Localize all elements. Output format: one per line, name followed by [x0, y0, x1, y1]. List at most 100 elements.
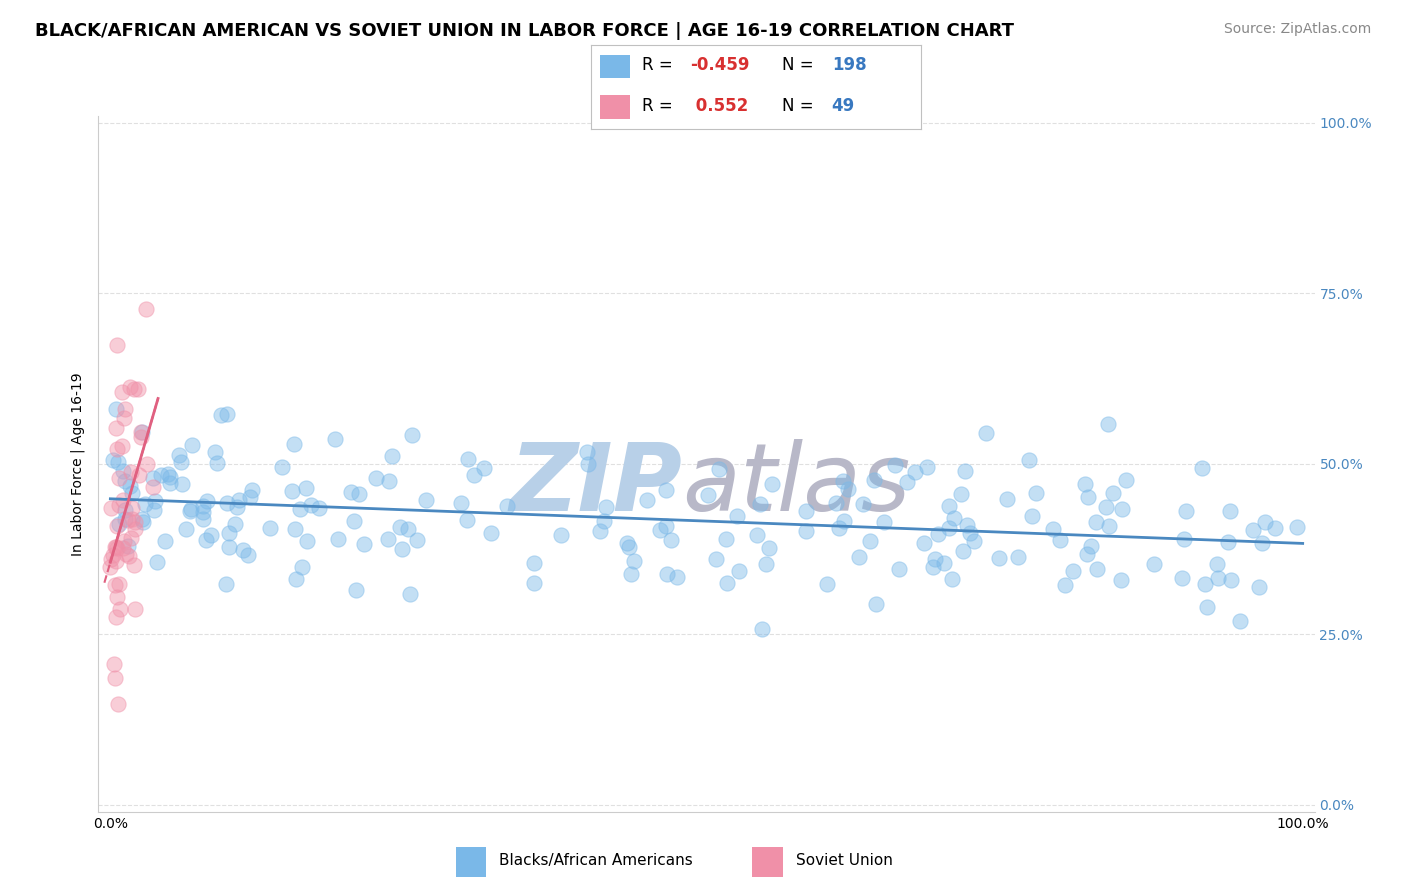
- Point: [620, 566, 643, 581]
- Point: [887, 562, 910, 576]
- Point: [105, 421, 128, 435]
- Point: [142, 471, 165, 485]
- Point: [956, 517, 979, 532]
- Point: [104, 609, 127, 624]
- Point: [378, 474, 401, 488]
- Point: [284, 522, 307, 536]
- Point: [191, 499, 214, 513]
- Point: [120, 531, 142, 545]
- Point: [593, 514, 616, 528]
- Point: [226, 500, 249, 515]
- Point: [523, 575, 546, 590]
- Point: [463, 468, 485, 483]
- Point: [623, 554, 645, 568]
- Point: [1206, 571, 1229, 585]
- Point: [655, 519, 678, 533]
- Point: [1264, 521, 1286, 535]
- Point: [655, 566, 678, 581]
- Point: [576, 457, 599, 471]
- Text: N =: N =: [782, 56, 814, 74]
- Point: [655, 483, 678, 497]
- Point: [195, 494, 218, 508]
- Point: [142, 503, 165, 517]
- Point: [1018, 453, 1040, 467]
- Point: [401, 428, 423, 442]
- Point: [150, 468, 173, 483]
- Point: [194, 533, 217, 547]
- Point: [326, 532, 349, 546]
- Point: [456, 512, 478, 526]
- Point: [1080, 539, 1102, 553]
- Text: Source: ZipAtlas.com: Source: ZipAtlas.com: [1223, 22, 1371, 37]
- Point: [1251, 535, 1274, 549]
- Point: [124, 382, 146, 396]
- Point: [124, 602, 146, 616]
- Point: [104, 541, 127, 555]
- Point: [108, 471, 131, 485]
- Point: [904, 465, 927, 479]
- Point: [1021, 508, 1043, 523]
- Point: [259, 521, 281, 535]
- Point: [120, 465, 142, 479]
- Point: [959, 525, 981, 540]
- Text: N =: N =: [782, 96, 814, 114]
- Point: [1115, 473, 1137, 487]
- Point: [616, 536, 638, 550]
- Point: [589, 524, 612, 538]
- Point: [114, 474, 136, 488]
- Text: R =: R =: [641, 96, 672, 114]
- Point: [617, 541, 640, 555]
- Point: [122, 558, 145, 572]
- Y-axis label: In Labor Force | Age 16-19: In Labor Force | Age 16-19: [70, 372, 86, 556]
- Point: [121, 486, 143, 500]
- Point: [349, 487, 371, 501]
- Point: [1142, 557, 1164, 571]
- Point: [156, 467, 179, 482]
- Point: [297, 534, 319, 549]
- Point: [1042, 522, 1064, 536]
- Point: [146, 555, 169, 569]
- Bar: [600, 95, 630, 120]
- Point: [863, 473, 886, 487]
- Point: [1062, 564, 1084, 578]
- Point: [389, 520, 412, 534]
- Point: [141, 480, 163, 494]
- Point: [848, 549, 870, 564]
- Point: [114, 511, 136, 525]
- Point: [218, 540, 240, 554]
- Point: [132, 515, 155, 529]
- Point: [917, 459, 939, 474]
- Point: [167, 448, 190, 462]
- Point: [339, 485, 361, 500]
- Point: [290, 501, 312, 516]
- Point: [704, 552, 727, 566]
- Point: [1085, 515, 1108, 529]
- Point: [1216, 535, 1239, 549]
- Point: [550, 528, 572, 542]
- Point: [1220, 573, 1243, 587]
- Point: [716, 532, 738, 546]
- Point: [1206, 557, 1229, 571]
- Point: [134, 497, 156, 511]
- Point: [963, 533, 986, 548]
- Point: [112, 410, 135, 425]
- Point: [120, 380, 142, 394]
- Point: [284, 572, 307, 586]
- Point: [143, 494, 166, 508]
- Point: [479, 525, 502, 540]
- Point: [1077, 490, 1099, 504]
- Point: [912, 536, 935, 550]
- Point: [239, 490, 262, 504]
- Point: [1194, 577, 1216, 591]
- Point: [415, 492, 437, 507]
- Point: [457, 451, 479, 466]
- Point: [124, 515, 146, 529]
- Point: [883, 458, 905, 472]
- Point: [112, 533, 135, 548]
- Point: [308, 500, 330, 515]
- Point: [921, 560, 943, 574]
- Point: [121, 500, 143, 515]
- Point: [232, 542, 254, 557]
- Point: [399, 587, 422, 601]
- Point: [121, 512, 143, 526]
